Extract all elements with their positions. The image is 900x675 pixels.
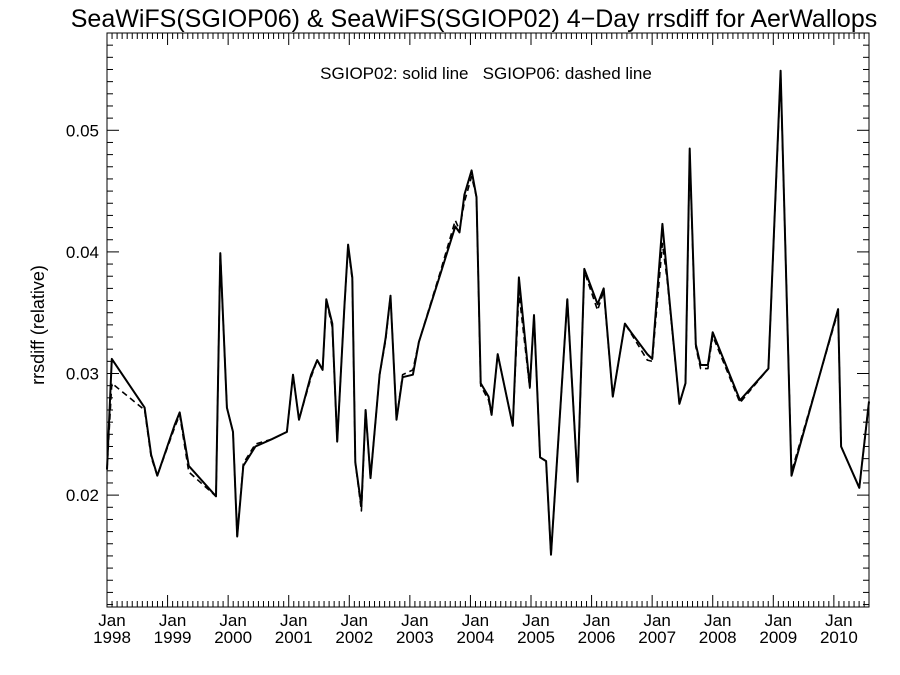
series-line-sgiop02 [106,69,870,556]
x-tick-month: Jan [280,611,307,630]
y-tick-label: 0.05 [66,121,99,140]
x-tick-month: Jan [341,611,368,630]
y-tick-label: 0.04 [66,243,99,262]
x-tick-month: Jan [401,611,428,630]
x-tick-year: 2009 [759,628,797,647]
x-tick-month: Jan [98,611,125,630]
y-tick-label: 0.03 [66,365,99,384]
x-tick-month: Jan [522,611,549,630]
x-tick-year: 1999 [154,628,192,647]
x-tick-year: 1998 [93,628,131,647]
x-tick-month: Jan [219,611,246,630]
x-tick-month: Jan [765,611,792,630]
x-tick-month: Jan [159,611,186,630]
x-tick-year: 2003 [396,628,434,647]
x-tick-year: 2005 [517,628,555,647]
axis-ticks: 0.020.030.040.05Jan1998Jan1999Jan2000Jan… [66,32,869,647]
x-tick-month: Jan [704,611,731,630]
series-line-sgiop06 [106,72,870,556]
x-tick-month: Jan [462,611,489,630]
x-tick-year: 2000 [214,628,252,647]
plot-frame [106,32,870,608]
x-tick-year: 2007 [638,628,676,647]
x-tick-month: Jan [583,611,610,630]
legend-text: SGIOP02: solid line SGIOP06: dashed line [320,64,652,83]
x-tick-month: Jan [825,611,852,630]
series-layer [106,69,870,556]
x-tick-month: Jan [643,611,670,630]
x-tick-year: 2006 [578,628,616,647]
x-tick-year: 2008 [699,628,737,647]
x-tick-year: 2010 [820,628,858,647]
chart-title: SeaWiFS(SGIOP06) & SeaWiFS(SGIOP02) 4−Da… [71,5,878,33]
x-tick-year: 2004 [457,628,495,647]
y-tick-label: 0.02 [66,486,99,505]
x-tick-year: 2001 [275,628,313,647]
y-axis-label: rrsdiff (relative) [28,265,48,385]
x-tick-year: 2002 [335,628,373,647]
